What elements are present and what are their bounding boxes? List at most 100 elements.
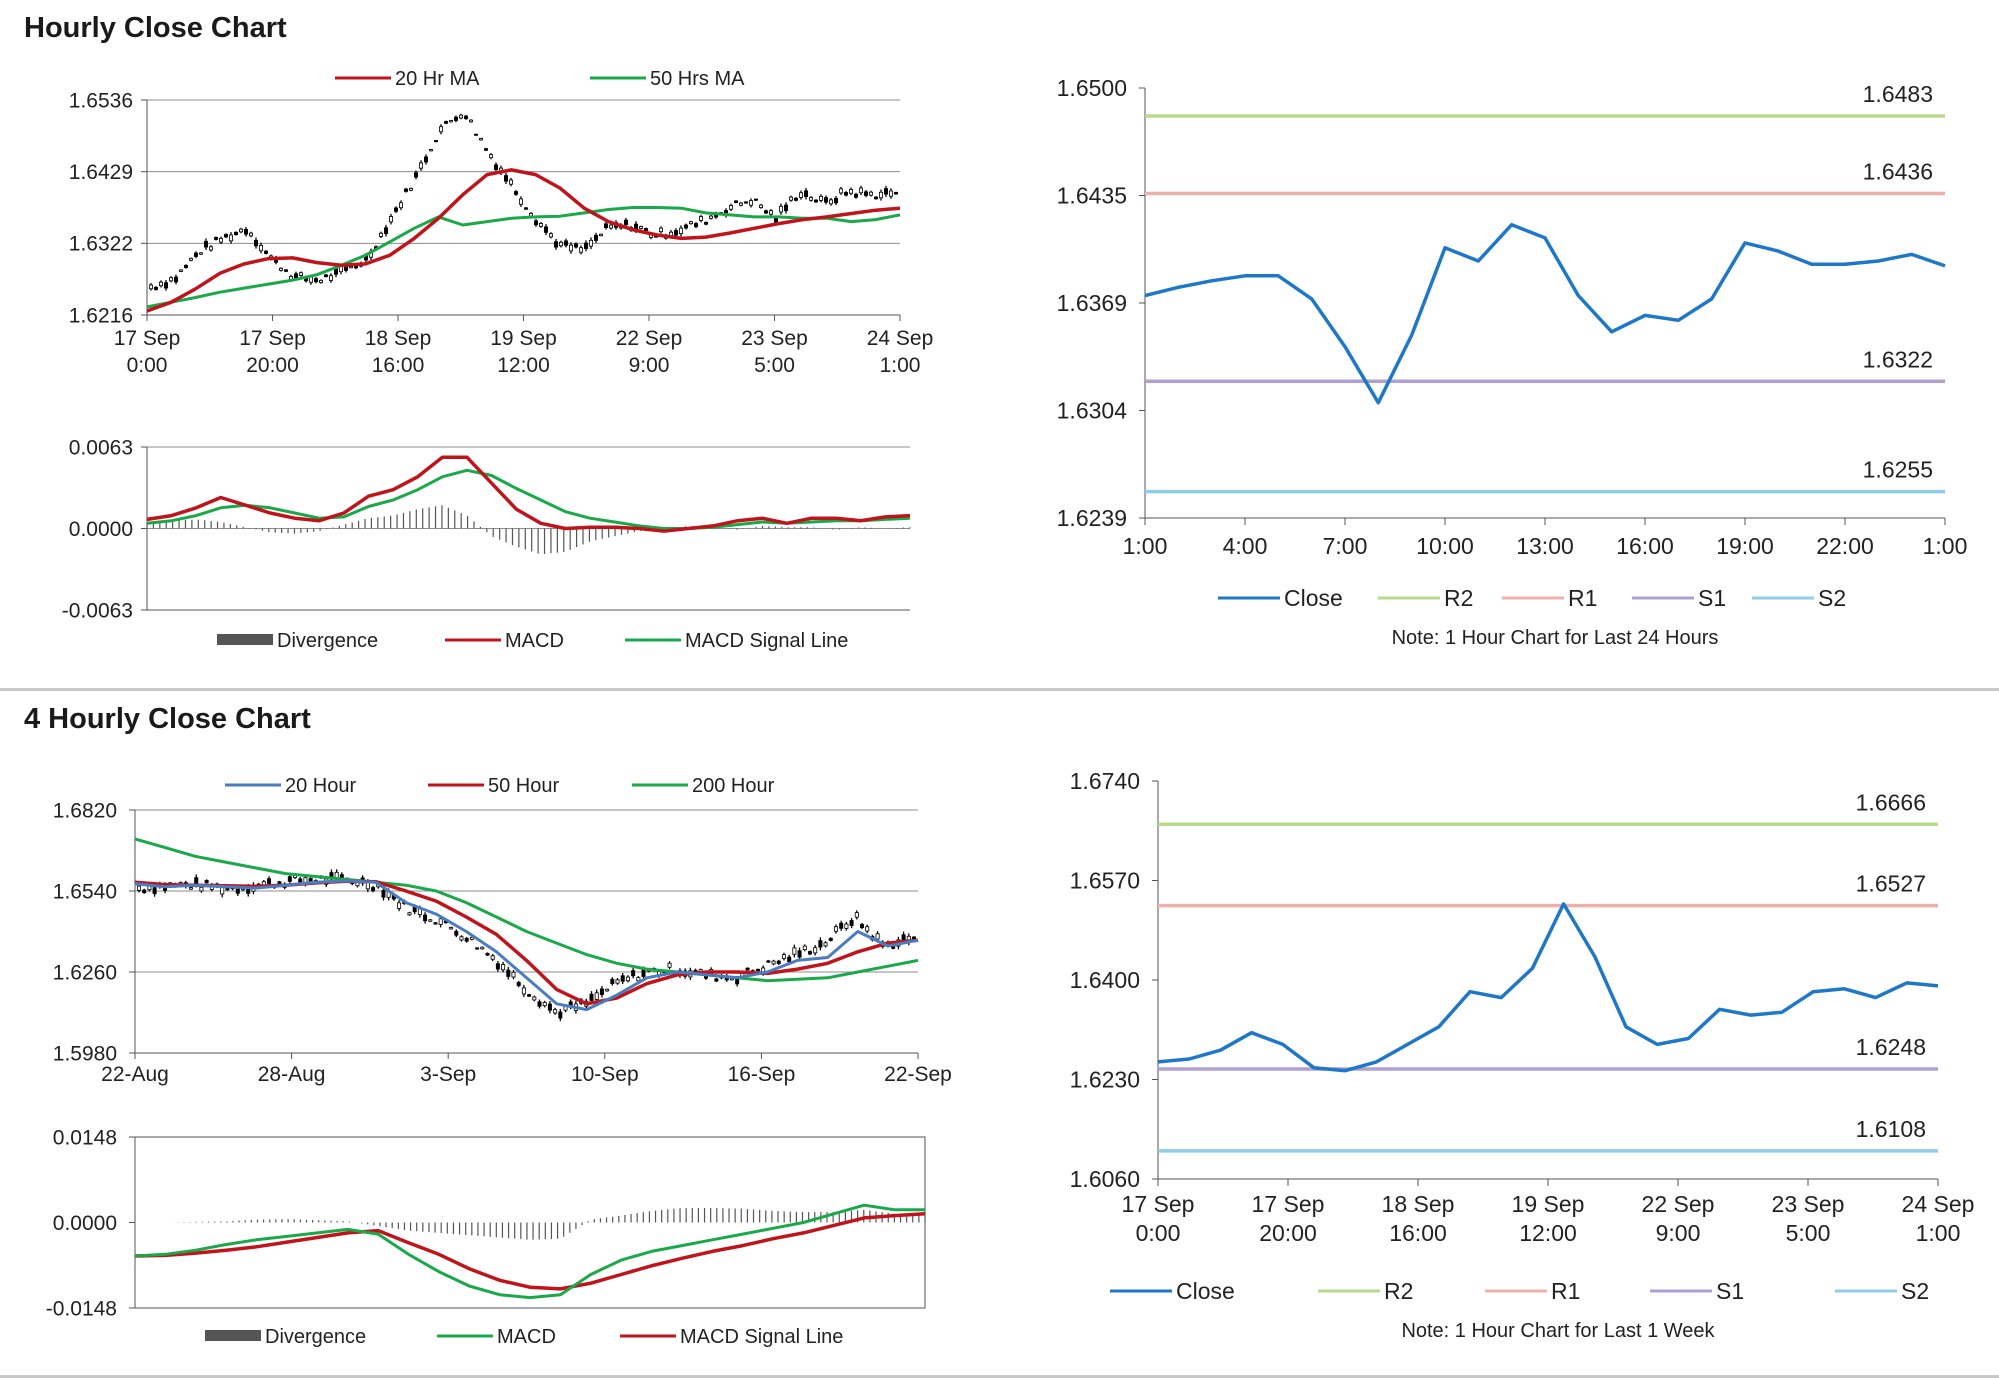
candlestick <box>558 1011 563 1019</box>
y-tick-label: 1.6369 <box>1057 290 1127 316</box>
series-line-macd <box>146 455 911 533</box>
candlestick <box>624 219 629 226</box>
legend-swatch-divergence <box>205 1330 261 1341</box>
candlestick <box>819 195 824 201</box>
candlestick <box>744 201 749 204</box>
y-tick-label: 1.6260 <box>53 961 117 984</box>
y-tick-label: 1.6536 <box>69 89 133 112</box>
candlestick <box>564 240 569 246</box>
candlestick <box>283 269 288 272</box>
candlestick <box>204 880 209 884</box>
candlestick <box>475 947 480 950</box>
series-line-macd-signal-line <box>134 1212 926 1291</box>
candlestick <box>539 223 544 227</box>
candlestick <box>779 205 784 213</box>
candlestick <box>238 228 243 233</box>
candlestick <box>699 216 704 221</box>
candlestick <box>328 275 333 281</box>
candlestick <box>464 937 469 942</box>
x-tick-label: 4:00 <box>1223 533 1268 559</box>
section-title-4-hourly: 4 Hourly Close Chart <box>24 703 311 735</box>
candlestick <box>343 265 348 271</box>
candlestick <box>844 192 849 196</box>
y-tick-label: 1.6429 <box>69 161 133 184</box>
candlestick <box>438 918 443 925</box>
candlestick <box>594 234 599 241</box>
candlestick <box>532 996 537 1001</box>
level-label-r2: 1.6483 <box>1863 81 1933 107</box>
candlestick <box>644 228 649 231</box>
candlestick <box>381 890 386 898</box>
candlestick <box>794 197 799 201</box>
candlestick <box>829 199 834 205</box>
candlestick <box>574 243 579 248</box>
candlestick <box>554 241 559 248</box>
candlestick <box>495 963 500 970</box>
level-label-r1: 1.6436 <box>1863 158 1933 184</box>
x-tick-label: 20:00 <box>246 354 299 377</box>
candlestick <box>433 140 438 143</box>
candlestick <box>714 978 719 982</box>
y-tick-label: 1.6400 <box>1070 967 1140 993</box>
y-tick-label: 1.6060 <box>1070 1166 1140 1192</box>
candlestick <box>659 227 664 233</box>
candlestick <box>534 220 539 226</box>
candlestick <box>792 947 797 955</box>
candlestick <box>371 887 376 892</box>
candlestick <box>488 154 493 159</box>
candlestick <box>849 920 854 927</box>
candlestick <box>503 175 508 182</box>
x-tick-label: 23 Sep <box>1772 1191 1845 1217</box>
candlestick <box>764 210 769 214</box>
candlestick <box>398 202 403 209</box>
candlestick <box>524 207 529 210</box>
candlestick <box>771 960 776 965</box>
candlestick <box>183 264 188 268</box>
candlestick <box>178 269 183 272</box>
candlestick <box>519 198 524 205</box>
candlestick <box>423 156 428 163</box>
candlestick <box>559 241 564 247</box>
candlestick <box>784 204 789 212</box>
candlestick <box>193 252 198 257</box>
candlestick <box>854 193 859 198</box>
section-title-hourly: Hourly Close Chart <box>24 12 287 44</box>
y-tick-label: 1.6216 <box>69 304 133 327</box>
candlestick <box>789 196 794 201</box>
candlestick <box>781 954 786 959</box>
candlestick <box>308 276 313 283</box>
candlestick <box>799 192 804 198</box>
level-label-s1: 1.6322 <box>1863 346 1933 372</box>
candlestick <box>553 1009 558 1014</box>
weekly-close-chart: 1.6740 1.6570 1.6400 1.6230 1.6060 1.6666 1.65… <box>1070 768 1975 1342</box>
legend-label-close: Close <box>1284 585 1343 611</box>
y-tick-label: 0.0000 <box>69 518 133 541</box>
candlestick <box>889 190 894 197</box>
candlestick <box>734 200 739 203</box>
chart-note: Note: 1 Hour Chart for Last 24 Hours <box>1392 627 1719 649</box>
x-tick-label: 0:00 <box>127 354 168 377</box>
candlestick <box>213 237 218 240</box>
candlestick <box>854 912 859 918</box>
candlestick <box>694 223 699 228</box>
x-tick-label: 1:00 <box>1916 1220 1961 1246</box>
candlestick <box>599 233 604 237</box>
x-tick-label: 24 Sep <box>867 327 934 350</box>
level-label-s1: 1.6248 <box>1856 1034 1926 1060</box>
series-line-20-hour <box>134 879 919 1012</box>
candlestick <box>287 876 292 882</box>
legend-label-r2: R2 <box>1384 1278 1413 1304</box>
candlestick <box>428 919 433 922</box>
four-hourly-macd-chart: 0.0148 0.0000 -0.0148 Divergence MACD MACD Si… <box>46 1126 926 1348</box>
series-line-close <box>1144 222 1946 405</box>
x-tick-label: 20:00 <box>1259 1220 1317 1246</box>
candlestick <box>293 273 298 279</box>
candlestick <box>313 278 318 283</box>
candlestick <box>223 234 228 238</box>
x-tick-label: 22:00 <box>1816 533 1874 559</box>
y-tick-label: 0.0000 <box>53 1212 117 1235</box>
level-label-s2: 1.6255 <box>1863 457 1933 483</box>
candlestick <box>443 121 448 124</box>
x-tick-label: 12:00 <box>497 354 550 377</box>
candlestick <box>449 926 454 930</box>
